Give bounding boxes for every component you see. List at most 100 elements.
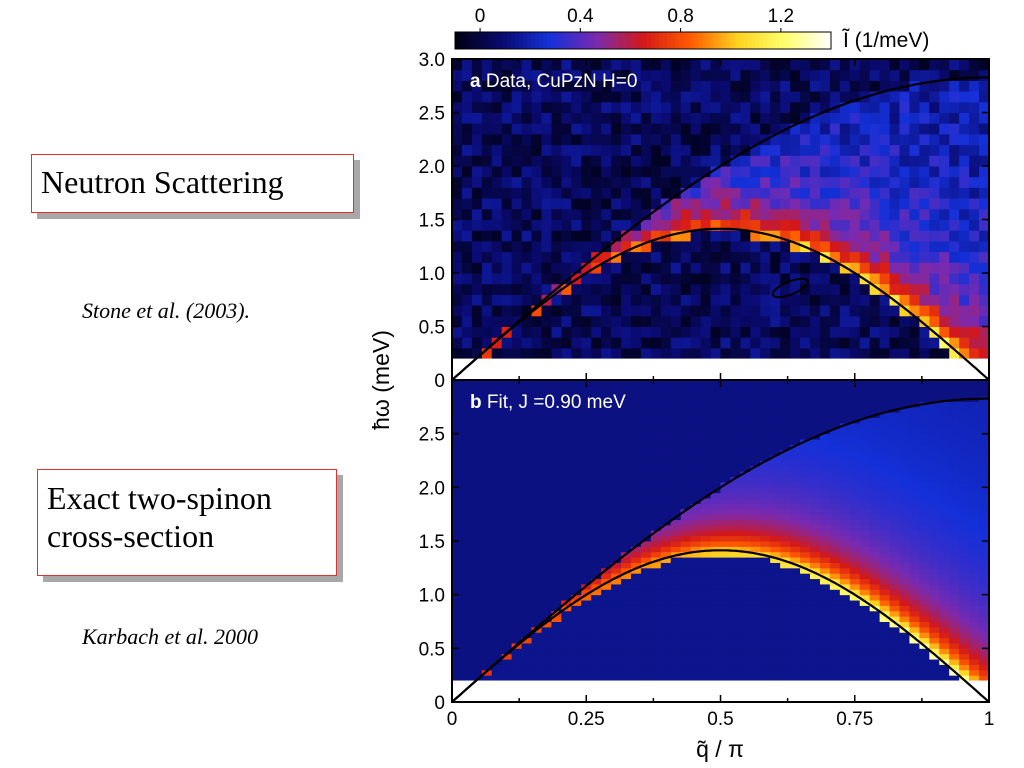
heatmap-cell [919,589,930,596]
heatmap-cell [471,80,483,92]
heatmap-cell [700,578,712,585]
heatmap-cell [889,519,900,526]
heatmap-cell [680,133,692,146]
heatmap-cell [849,198,861,210]
heatmap-cell [700,380,712,386]
heatmap-cell [660,347,672,360]
heatmap-cell [481,632,493,639]
heatmap-cell [531,396,542,402]
heatmap-cell [750,380,761,386]
heatmap-cell [571,535,582,542]
colorbar-cell [683,32,688,49]
heatmap-cell [551,481,562,488]
heatmap-cell [949,176,960,188]
heatmap-cell [949,112,960,124]
heatmap-cell [780,390,791,397]
heatmap-cell [660,664,672,671]
heatmap-cell [531,578,542,585]
heatmap-cell [919,460,930,467]
heatmap-cell [879,610,891,617]
heatmap-cell [829,659,841,665]
heatmap-cell [591,675,602,682]
heatmap-cell [481,208,493,220]
heatmap-cell [979,133,989,146]
heatmap-cell [979,460,989,467]
heatmap-cell [471,514,483,521]
heatmap-cell [541,133,552,146]
heatmap-cell [889,594,900,601]
heatmap-cell [650,385,662,392]
heatmap-cell [471,557,483,563]
heatmap-cell [561,653,572,660]
heatmap-cell [640,112,652,124]
heatmap-cell [601,69,612,81]
heatmap-cell [909,546,920,553]
heatmap-cell [452,166,463,178]
heatmap-cell [660,262,672,274]
colorbar: 0 0.4 0.8 1.2Ĩ (1/meV) [454,6,929,52]
heatmap-cell [690,583,702,590]
heatmap-cell [949,578,960,585]
heatmap-cell [849,176,861,188]
heatmap-cell [889,535,900,542]
heatmap-cell [531,155,542,167]
heatmap-cell [740,123,751,135]
heatmap-cell [849,262,861,274]
heatmap-cell [521,578,533,585]
heatmap-cell [879,530,891,537]
heatmap-cell [461,465,473,472]
heatmap-cell [969,59,980,71]
heatmap-cell [929,551,940,558]
heatmap-cell [660,439,672,445]
heatmap-cell [829,208,841,220]
heatmap-cell [909,283,920,295]
colorbar-cell [507,32,512,49]
heatmap-cell [611,626,622,633]
heatmap-cell [909,632,920,639]
heatmap-cell [730,155,741,167]
heatmap-cell [839,567,851,574]
heatmap-cell [969,610,980,617]
heatmap-cell [481,112,493,124]
heatmap-cell [601,471,612,478]
heatmap-cell [720,80,731,92]
heatmap-cell [730,337,741,349]
heatmap-cell [939,166,950,178]
heatmap-cell [740,637,751,644]
heatmap-cell [899,240,910,253]
heatmap-cell [710,653,721,660]
heatmap-cell [680,659,692,665]
heatmap-cell [501,669,513,676]
heatmap-cell [481,514,493,521]
heatmap-cell [829,433,841,440]
heatmap-cell [770,439,781,445]
heatmap-cell [760,101,771,113]
heatmap-cell [680,59,692,71]
heatmap-cell [452,637,463,644]
heatmap-cell [929,230,940,242]
heatmap-cell [521,659,533,665]
heatmap-cell [720,198,731,210]
heatmap-cell [750,594,761,601]
heatmap-cell [849,637,861,644]
heatmap-cell [680,230,692,242]
heatmap-cell [531,208,542,220]
heatmap-cell [710,514,721,521]
heatmap-cell [461,621,473,628]
heatmap-cell [700,315,712,327]
heatmap-cell [601,166,612,178]
heatmap-cell [720,155,731,167]
heatmap-cell [531,573,542,580]
heatmap-cell [501,578,513,585]
heatmap-cell [710,439,721,445]
heatmap-cell [750,439,761,445]
heatmap-cell [481,637,493,644]
heatmap-cell [571,621,582,628]
heatmap-cell [511,326,523,338]
heatmap-cell [780,487,791,494]
heatmap-cell [740,101,751,113]
heatmap-cell [611,112,622,124]
heatmap-cell [919,91,930,103]
heatmap-cell [810,653,821,660]
heatmap-cell [969,294,980,306]
